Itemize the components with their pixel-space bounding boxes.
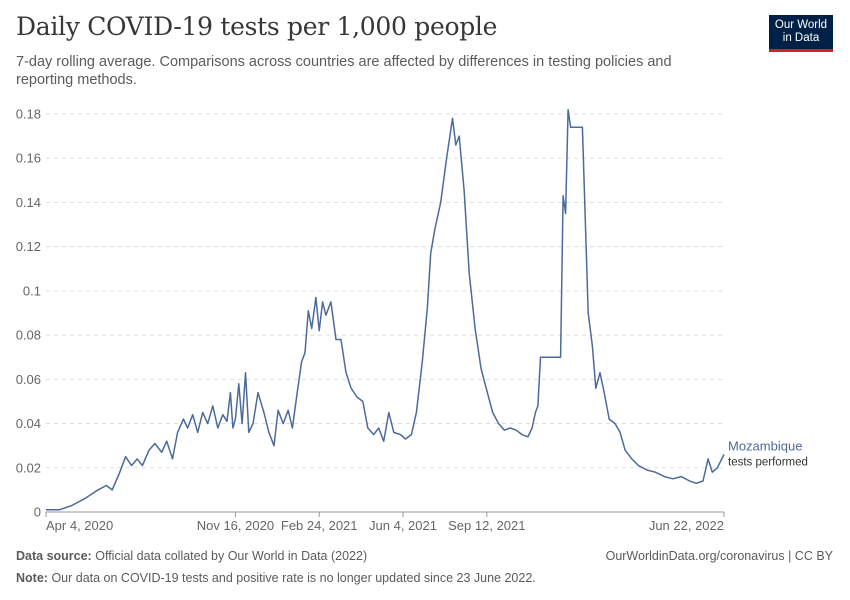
y-tick-label: 0.16 (16, 151, 41, 166)
y-tick-label: 0.12 (16, 239, 41, 254)
chart-title: Daily COVID-19 tests per 1,000 people (16, 12, 498, 41)
owid-logo[interactable]: Our World in Data (769, 15, 833, 52)
x-axis: Apr 4, 2020 Nov 16, 2020 Feb 24, 2021 Jun 4… (45, 511, 725, 533)
line-chart: 0 0.02 0.04 0.06 0.08 0.1 0.12 0.14 0.16 0.18 Apr… (16, 107, 808, 534)
x-tick-label: Sep 12, 2021 (448, 518, 525, 533)
y-tick-label: 0.1 (23, 283, 41, 298)
series-label: Mozambique (728, 439, 802, 454)
attribution-link[interactable]: OurWorldinData.org/coronavirus | CC BY (605, 549, 833, 563)
x-tick-label: Jun 4, 2021 (369, 518, 437, 533)
y-tick-label: 0.18 (16, 107, 41, 122)
y-tick-label: 0.04 (16, 416, 41, 431)
x-tick-label: Apr 4, 2020 (46, 518, 113, 533)
x-tick-label: Nov 16, 2020 (197, 518, 274, 533)
data-source-label: Data source: (16, 549, 92, 563)
logo-line-2: in Data (782, 32, 820, 44)
y-tick-label: 0.14 (16, 195, 41, 210)
y-tick-label: 0 (34, 505, 41, 520)
y-tick-label: 0.02 (16, 460, 41, 475)
series-labels: Mozambique tests performed (728, 439, 808, 469)
grid-lines (46, 113, 724, 469)
x-tick-label: Feb 24, 2021 (281, 518, 358, 533)
series-lines (46, 108, 725, 511)
y-tick-label: 0.06 (16, 372, 41, 387)
data-note-text: Our data on COVID-19 tests and positive … (51, 571, 536, 585)
series-line-mozambique (46, 108, 725, 511)
series-sublabel: tests performed (728, 457, 808, 469)
data-note-label: Note: (16, 571, 48, 585)
data-source: Data source: Official data collated by O… (16, 549, 367, 563)
data-note: Note: Our data on COVID-19 tests and pos… (16, 571, 536, 585)
x-tick-label: Jun 22, 2022 (649, 518, 724, 533)
y-tick-label: 0.08 (16, 328, 41, 343)
y-axis: 0 0.02 0.04 0.06 0.08 0.1 0.12 0.14 0.16 0.18 (16, 107, 41, 520)
data-source-text[interactable]: Official data collated by Our World in D… (95, 549, 368, 563)
logo-line-1: Our World (774, 19, 828, 31)
chart-subtitle: 7-day rolling average. Comparisons acros… (16, 54, 672, 88)
